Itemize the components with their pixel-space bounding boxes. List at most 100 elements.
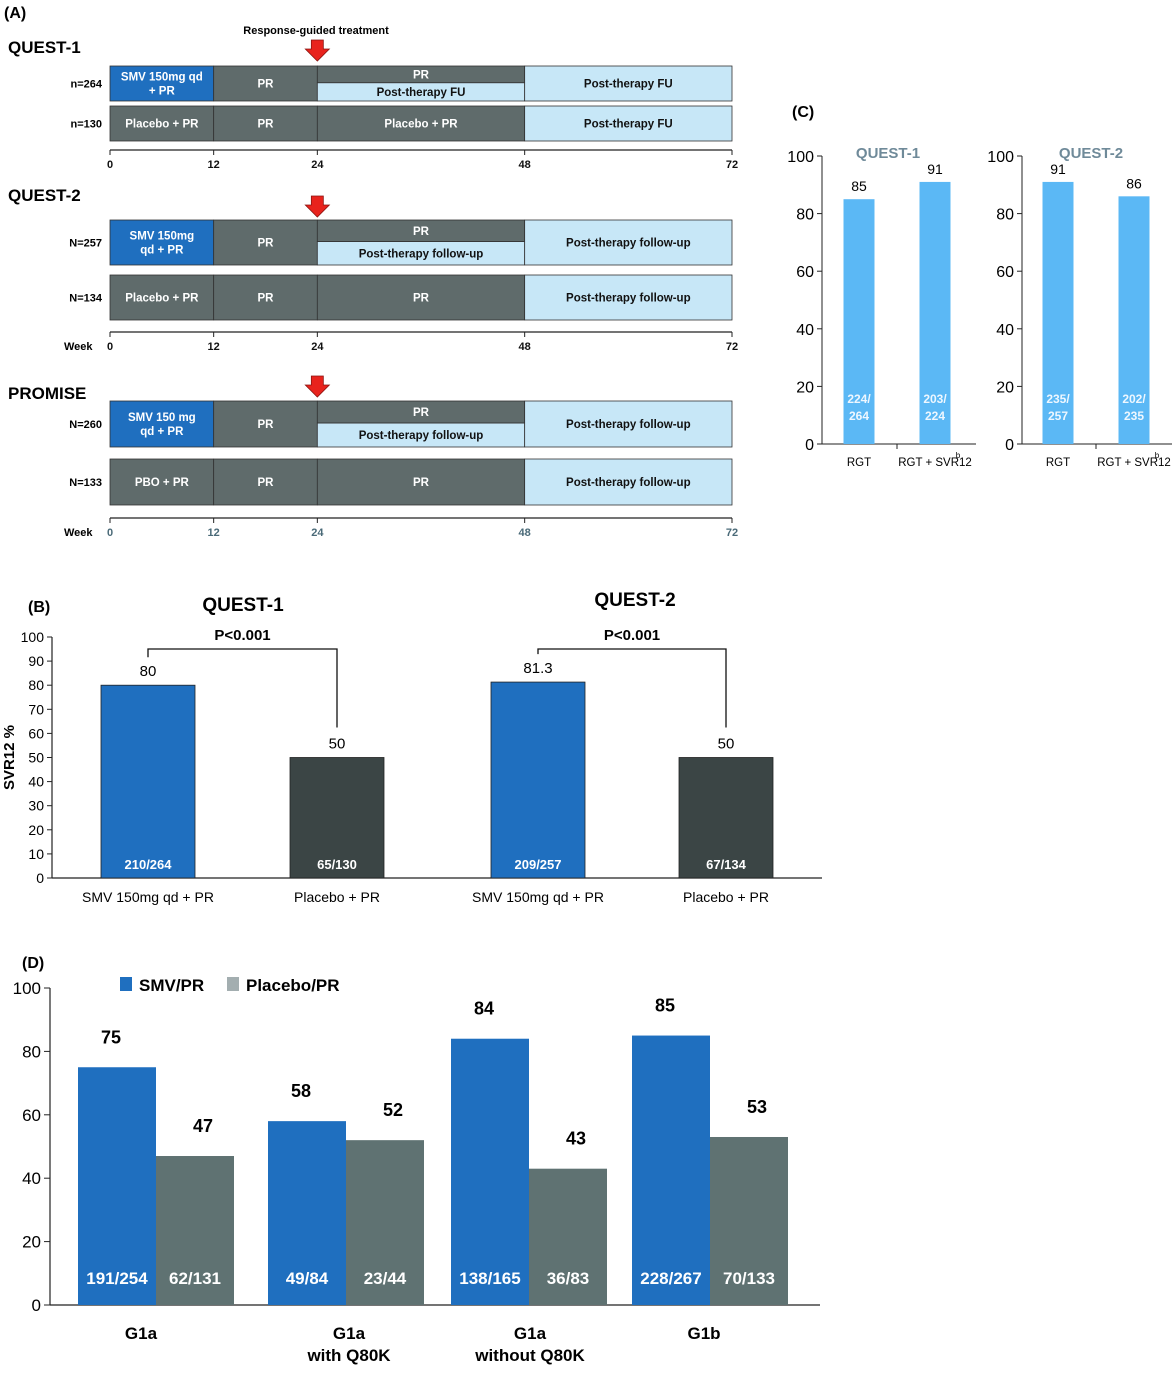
arm-n: n=264 [71,79,103,91]
segment-label: PR [413,407,430,419]
y-tick-label: 80 [22,1042,41,1061]
timeline-segment [316,458,526,506]
segment-label: Post-therapy follow-up [566,293,691,305]
y-tick-label: 90 [28,653,44,669]
bar [78,1067,156,1305]
trial-title: PROMISE [8,384,86,403]
bar [710,1136,788,1305]
significance-label: P<0.001 [604,627,660,644]
y-tick-label: 0 [32,1296,41,1315]
axis-tick-label: 48 [519,527,531,539]
axis-tick-label: 72 [726,341,738,353]
bar-count-label: 70/133 [723,1269,775,1288]
panel-label-b: (B) [28,599,50,616]
chart-title: QUEST-2 [594,590,675,611]
axis-tick-label: 12 [208,527,220,539]
segment-label: PR [258,293,275,305]
axis-tick-label: 48 [519,159,531,171]
axis-tick-label: 24 [311,527,324,539]
bar [678,757,774,879]
segment-label: Placebo + PR [384,119,458,131]
bar-value-label: 84 [474,999,494,1019]
rgt-label: Response-guided treatment [243,25,389,37]
bar-value-label: 81.3 [523,660,552,677]
x-category-label: RGT [1046,457,1070,469]
timeline-segment [109,65,215,102]
bar [529,1168,607,1305]
y-tick-label: 40 [22,1169,41,1188]
bar-count-label: 203/ [923,392,947,406]
bar [1118,196,1150,444]
x-category-label: G1a [333,1324,366,1343]
y-tick-label: 0 [36,870,44,886]
y-tick-label: 100 [21,629,45,645]
y-tick-label: 60 [796,264,814,281]
bar-count-label: 62/131 [169,1269,221,1288]
chart-title: QUEST-1 [202,595,284,616]
bar-count-label: 264 [849,409,869,423]
bar [289,757,385,879]
bar-value-label: 43 [566,1129,586,1149]
bar-value-label: 85 [655,996,675,1016]
trial-title: QUEST-2 [8,186,81,205]
bar-count-label: 235 [1124,409,1144,423]
chart-title: QUEST-2 [1059,145,1123,162]
y-tick-label: 80 [996,207,1014,224]
y-tick-label: 40 [28,774,44,790]
axis-tick-label: 48 [519,341,531,353]
y-tick-label: 80 [796,207,814,224]
panel-c-charts: 0 20 40 60 80 100 QUEST-1 85 224/264 RGT 91 203/224… [787,145,1172,469]
y-tick-label: 70 [28,701,44,717]
segment-label: PR [258,119,275,131]
axis-tick-label: 72 [726,159,738,171]
x-category-label: G1a [125,1324,158,1343]
timeline-segment [109,458,215,506]
bar-value-label: 53 [747,1097,767,1117]
bar-count-label: 36/83 [547,1269,590,1288]
segment-label: PR [258,477,275,489]
bar-count-label: 202/ [1122,392,1146,406]
bar [490,681,586,879]
timeline-segment [109,219,215,266]
bar-value-label: 86 [1126,175,1142,191]
segment-label: SMV 150mg [130,231,195,243]
y-tick-label: 20 [996,379,1014,396]
x-category-label: with Q80K [306,1346,391,1365]
bar [346,1140,424,1305]
segment-label: PR [413,477,430,489]
x-category-label: without Q80K [474,1346,585,1365]
y-tick-label: 100 [987,149,1014,166]
y-tick-label: 40 [996,322,1014,339]
bar [919,181,951,445]
bar [1042,181,1074,445]
bar-value-label: 91 [1050,161,1066,177]
y-tick-label: 20 [28,822,44,838]
x-category-label: SMV 150mg qd + PR [82,889,214,905]
arm-n: N=257 [69,238,102,250]
segment-label: PR [413,293,430,305]
bar-value-label: 75 [101,1027,121,1047]
bar-value-label: 58 [291,1081,311,1101]
bar-count-label: 257 [1048,409,1068,423]
y-tick-label: 80 [28,677,44,693]
y-tick-label: 50 [28,750,44,766]
bar-count-label: 224 [925,409,945,423]
segment-label: Post-therapy FU [584,119,673,131]
axis-tick-label: 72 [726,527,738,539]
timeline-segment [524,274,733,321]
timeline-segment [213,400,318,448]
timeline-segment [213,458,318,506]
y-tick-label: 0 [1005,437,1014,454]
panel-label-c: (C) [792,104,814,121]
x-category-label: RGT + SVR12 [898,457,972,469]
panel-label-d: (D) [22,955,44,972]
legend-label: Placebo/PR [246,976,340,995]
bar-value-label: 80 [140,663,157,680]
y-tick-label: 60 [28,725,44,741]
bar [632,1035,710,1305]
bar-value-label: 50 [718,736,735,753]
x-category-label: G1a [514,1324,547,1343]
timeline-segment [109,274,215,321]
bar-value-label: 47 [193,1116,213,1136]
